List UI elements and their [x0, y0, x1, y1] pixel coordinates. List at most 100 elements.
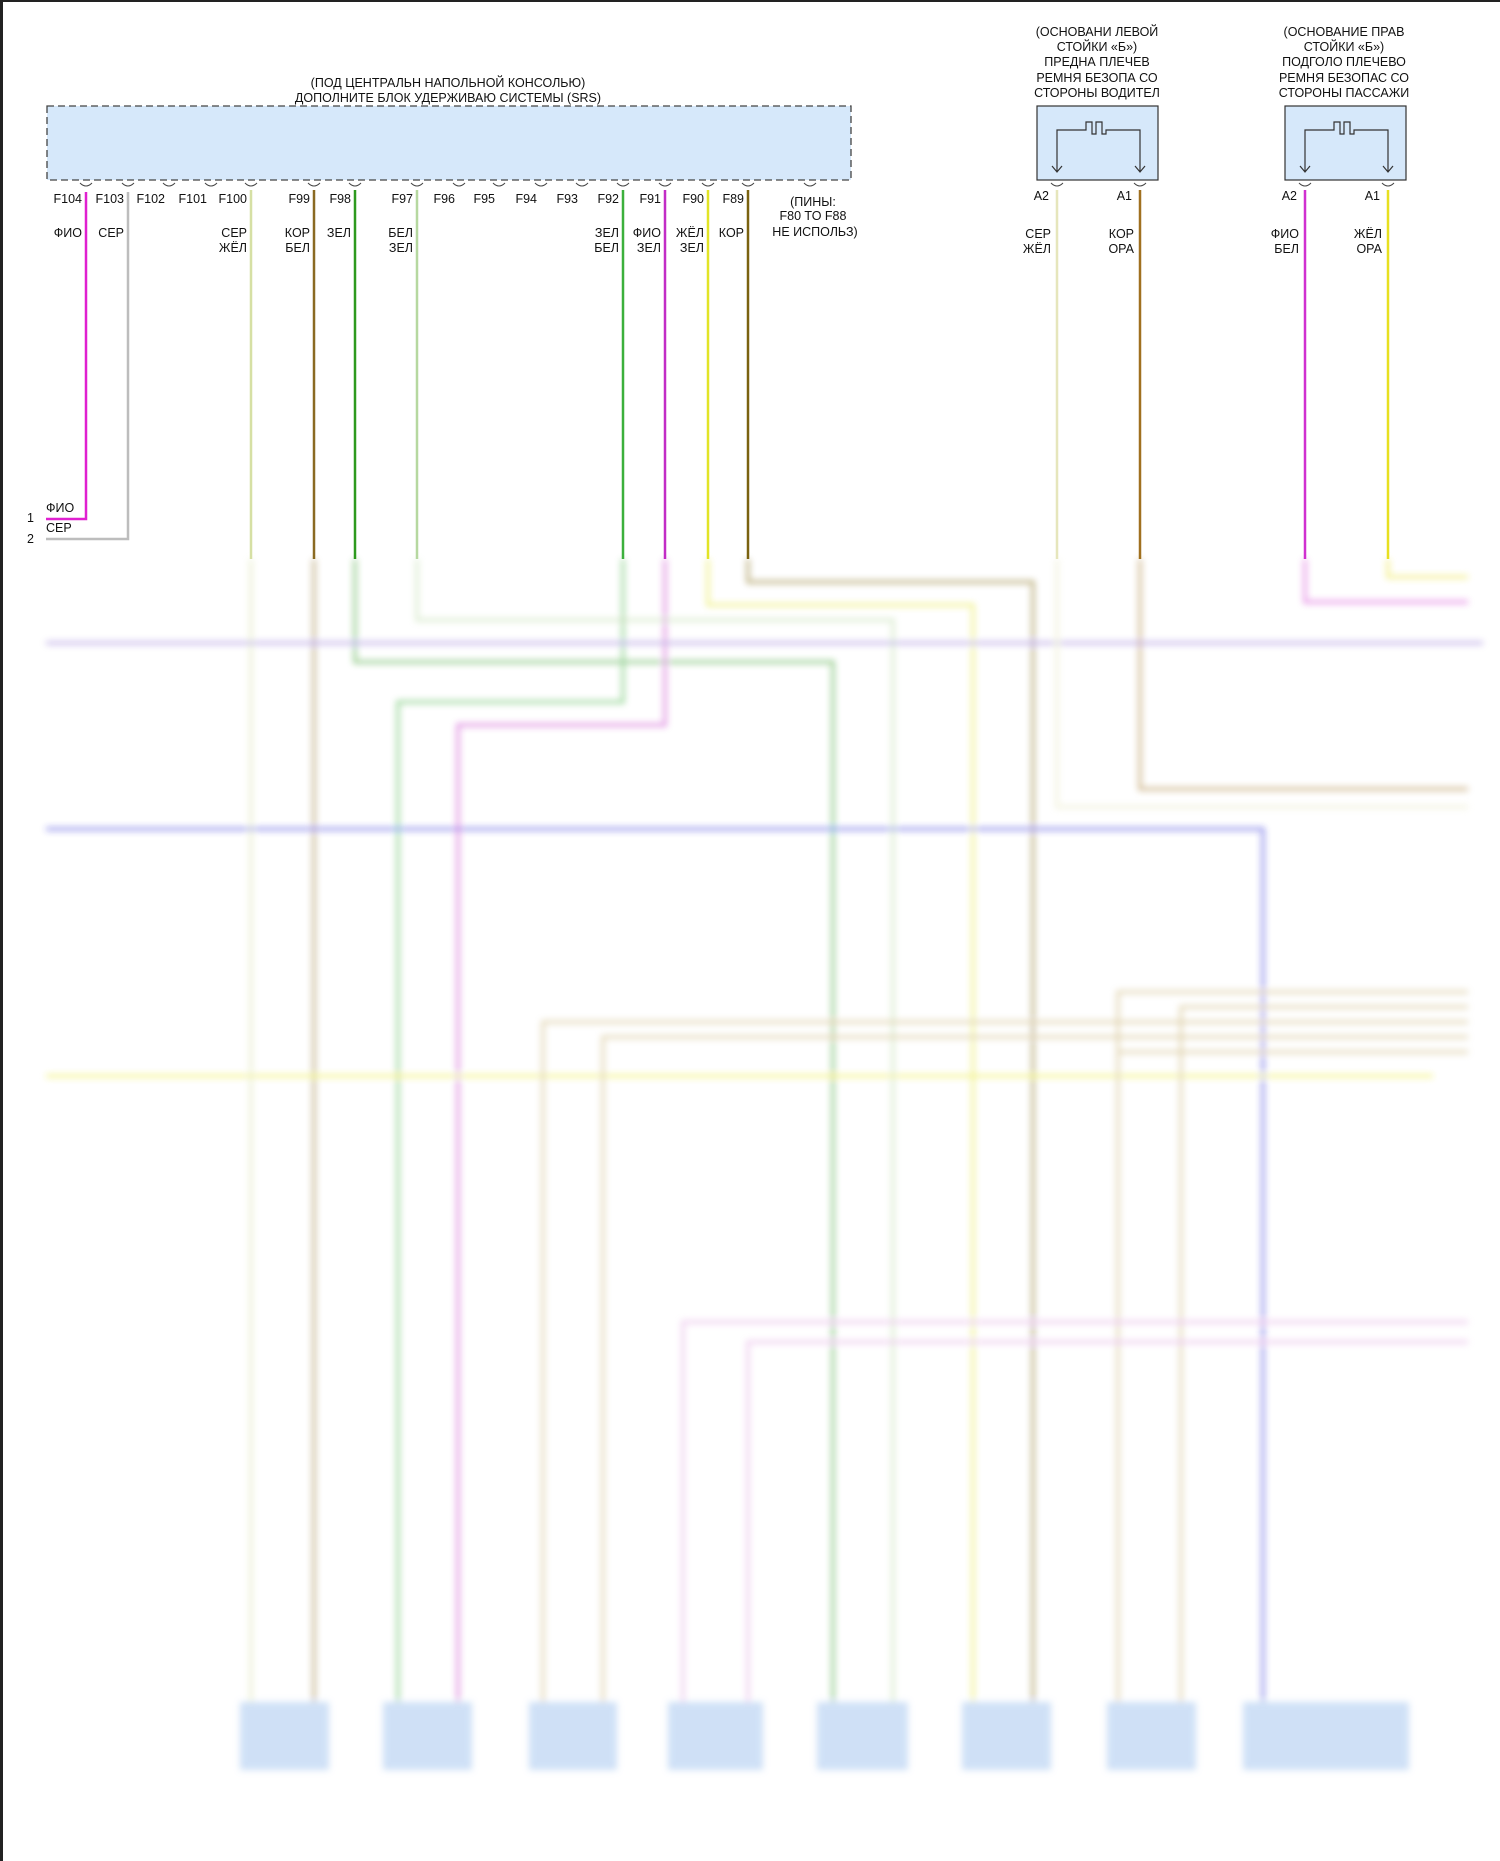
component-box-5 [817, 1702, 908, 1770]
pin-label: F100 [219, 192, 248, 206]
wire-driver-a2-lower [1055, 559, 1468, 809]
driver-title-line: (ОСНОВАНИ ЛЕВОЙ [1036, 24, 1159, 39]
wire-f92-lower [396, 559, 625, 1702]
wire-f98-lower [353, 559, 835, 1702]
wire-color-label: ЗЕЛ [680, 241, 704, 255]
left-connector-pin-2: 2 [27, 532, 34, 546]
wire-color-label: ФИО [54, 226, 82, 240]
pin-label: F91 [639, 192, 661, 206]
left-connector-color-1: ФИО [46, 501, 74, 515]
pin-label: F89 [722, 192, 744, 206]
component-box-6 [962, 1702, 1051, 1770]
component-box-7 [1107, 1702, 1196, 1770]
pin-connector-icon [1381, 182, 1395, 187]
passenger-title-line: ПОДГОЛО ПЛЕЧЕВО [1282, 55, 1406, 69]
wire-color-label: ФИО [1271, 227, 1299, 241]
pin-connector-icon [162, 182, 176, 187]
pin-label: F96 [433, 192, 455, 206]
pin-label: F98 [329, 192, 351, 206]
pin-connector-icon [348, 182, 362, 187]
driver-title-line: СТОРОНЫ ВОДИТЕЛ [1034, 86, 1160, 100]
wire-color-label: ФИО [633, 226, 661, 240]
pin-label: F93 [556, 192, 578, 206]
component-box-3 [529, 1702, 617, 1770]
wire-color-label: ЖЁЛ [1354, 227, 1382, 241]
wire-group-right [541, 990, 1468, 1702]
pin-connector-icon [741, 182, 755, 187]
pin-label: F101 [179, 192, 208, 206]
pin-label: A2 [1282, 189, 1297, 203]
wire-color-label: ЗЕЛ [389, 241, 413, 255]
pin-connector-icon [79, 182, 93, 187]
passenger-title-line: РЕМНЯ БЕЗОПАС СО [1279, 71, 1409, 85]
wire-color-label: СЕР [1025, 227, 1051, 241]
wire-color-label: БЕЛ [1274, 242, 1299, 256]
component-box-1 [240, 1702, 329, 1770]
squib-symbol-icon [1299, 121, 1394, 173]
pin-label: F92 [597, 192, 619, 206]
pin-label: F90 [682, 192, 704, 206]
wire-f97-lower [415, 559, 895, 1702]
wire-color-label: ОРА [1356, 242, 1382, 256]
wire-f103 [46, 192, 130, 541]
squib-symbol-icon [1051, 121, 1146, 173]
component-box-2 [383, 1702, 472, 1770]
wire-color-label: БЕЛ [594, 241, 619, 255]
wire-horizontal-blue [46, 827, 1265, 1702]
pin-connector-icon [575, 182, 589, 187]
driver-pretensioner: (ОСНОВАНИ ЛЕВОЙ СТОЙКИ «Б») ПРЕДНА ПЛЕЧЕ… [1034, 24, 1160, 181]
wire-f104 [46, 192, 88, 521]
wire-color-label: ЗЕЛ [637, 241, 661, 255]
srs-module-box [46, 105, 852, 181]
wire-color-label: ЗЕЛ [595, 226, 619, 240]
pin-connector-icon [204, 182, 218, 187]
driver-title-line: РЕМНЯ БЕЗОПА СО [1036, 71, 1158, 85]
pin-connector-icon [616, 182, 630, 187]
pin-label: F103 [96, 192, 125, 206]
pin-label: F94 [515, 192, 537, 206]
pin-connector-icon [1298, 182, 1312, 187]
pin-connector-icon [534, 182, 548, 187]
pin-label: A1 [1117, 189, 1132, 203]
left-connector-color-2: СЕР [46, 521, 72, 535]
unused-pin-connector [803, 182, 817, 187]
wire-color-label: ЖЁЛ [1023, 242, 1051, 256]
pin-connector-icon [492, 182, 506, 187]
blurred-lower-region [46, 559, 1483, 1770]
wire-f91-lower [456, 559, 667, 1702]
wire-color-label: БЕЛ [285, 241, 310, 255]
wire-color-label: СЕР [221, 226, 247, 240]
wire-color-label: КОР [285, 226, 310, 240]
component-box-8 [1243, 1702, 1409, 1770]
pin-connector-icon [1133, 182, 1147, 187]
pin-connector-icon [452, 182, 466, 187]
wire-color-label: СЕР [98, 226, 124, 240]
pin-label: F95 [473, 192, 495, 206]
pin-label: F97 [391, 192, 413, 206]
pin-connector-icon [307, 182, 321, 187]
wire-color-label: ЖЁЛ [676, 226, 704, 240]
pin-connector-icon [410, 182, 424, 187]
unused-note-line-2: F80 TO F88 [780, 209, 847, 223]
pin-connector-icon [121, 182, 135, 187]
component-box-4 [668, 1702, 763, 1770]
pin-connector-icon [244, 182, 258, 187]
unused-note-line-1: (ПИНЫ: [790, 195, 836, 209]
pin-label: F102 [137, 192, 166, 206]
driver-title-line: СТОЙКИ «Б») [1057, 39, 1137, 54]
wire-color-label: БЕЛ [388, 226, 413, 240]
pin-label: F99 [288, 192, 310, 206]
wire-driver-a1-lower [1138, 559, 1468, 791]
wire-color-label: КОР [719, 226, 744, 240]
passenger-pretensioner: (ОСНОВАНИЕ ПРАВ СТОЙКИ «Б») ПОДГОЛО ПЛЕЧ… [1279, 25, 1409, 181]
srs-title-line-2: ДОПОЛНИТЕ БЛОК УДЕРЖИВАЮ СИСТЕМЫ (SRS) [295, 91, 601, 105]
passenger-title-line: СТОРОНЫ ПАССАЖИ [1279, 86, 1409, 100]
pin-label: A2 [1034, 189, 1049, 203]
pin-label: F104 [54, 192, 83, 206]
wire-passenger-a2-lower [1303, 559, 1468, 604]
pin-label: A1 [1365, 189, 1380, 203]
driver-title-line: ПРЕДНА ПЛЕЧЕВ [1044, 55, 1150, 69]
